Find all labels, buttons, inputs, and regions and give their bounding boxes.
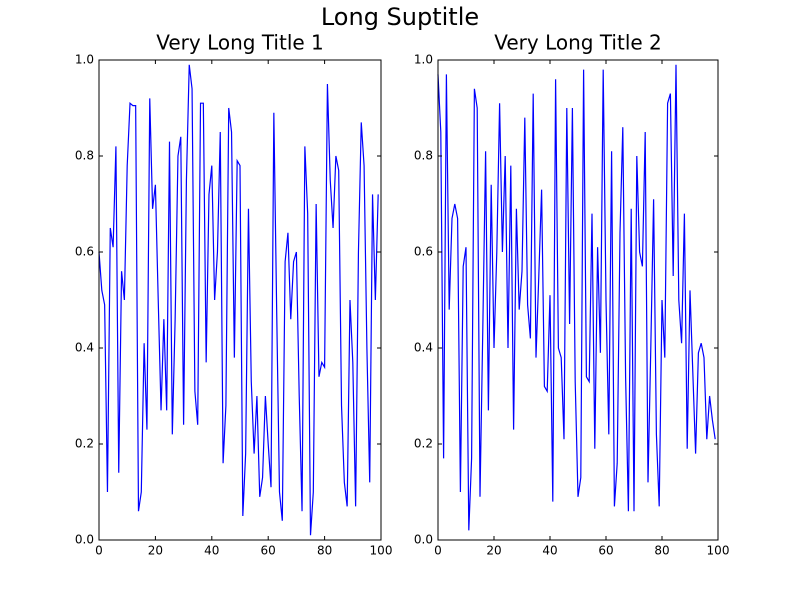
y-tick-label: 0.8 <box>75 149 94 163</box>
x-tick-label: 60 <box>598 544 613 558</box>
x-tick-label: 80 <box>654 544 669 558</box>
y-tick-label: 1.0 <box>75 53 94 67</box>
y-tick-label: 0.6 <box>75 245 94 259</box>
y-tick-label: 0.4 <box>414 341 433 355</box>
x-tick-label: 20 <box>486 544 501 558</box>
y-tick-label: 1.0 <box>414 53 433 67</box>
y-tick-label: 0.2 <box>414 437 433 451</box>
x-tick-label: 100 <box>370 544 393 558</box>
x-tick-label: 100 <box>707 544 730 558</box>
y-tick-label: 0.4 <box>75 341 94 355</box>
y-tick-label: 0.8 <box>414 149 433 163</box>
x-tick-label: 60 <box>261 544 276 558</box>
x-tick-label: 40 <box>204 544 219 558</box>
x-tick-label: 40 <box>542 544 557 558</box>
x-tick-label: 0 <box>95 544 103 558</box>
y-tick-label: 0.0 <box>75 533 94 547</box>
axes-frame <box>437 59 719 541</box>
x-tick-label: 80 <box>317 544 332 558</box>
suptitle: Long Suptitle <box>321 3 479 31</box>
y-tick-label: 0.2 <box>75 437 94 451</box>
subplot-title: Very Long Title 1 <box>156 31 324 55</box>
subplot-title: Very Long Title 2 <box>494 31 662 55</box>
x-tick-label: 20 <box>148 544 163 558</box>
axes-frame <box>98 59 382 541</box>
data-line <box>437 64 716 531</box>
y-tick-label: 0.0 <box>414 533 433 547</box>
y-tick-label: 0.6 <box>414 245 433 259</box>
data-line <box>98 64 379 536</box>
x-tick-label: 0 <box>434 544 442 558</box>
plot-area <box>99 60 381 540</box>
